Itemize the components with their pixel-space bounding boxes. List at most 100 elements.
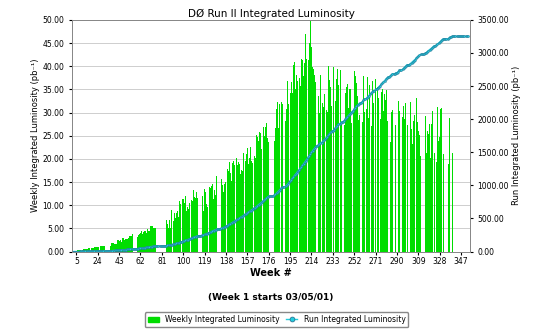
Title: DØ Run II Integrated Luminosity: DØ Run II Integrated Luminosity (187, 9, 354, 19)
Bar (226, 182, 227, 252)
Bar (210, 188, 211, 252)
Bar (398, 101, 399, 252)
Bar (257, 137, 258, 252)
Bar (275, 128, 276, 252)
Bar (177, 211, 178, 252)
Bar (249, 159, 250, 252)
Bar (138, 235, 139, 252)
Bar (208, 187, 210, 252)
Bar (310, 19, 311, 252)
Bar (382, 89, 383, 252)
Bar (137, 237, 138, 252)
Bar (265, 127, 266, 252)
Bar (232, 164, 233, 252)
Bar (192, 201, 193, 252)
Bar (438, 141, 439, 252)
Bar (380, 92, 382, 252)
Bar (306, 59, 307, 252)
Bar (375, 79, 376, 252)
Bar (95, 247, 96, 252)
Bar (432, 111, 434, 252)
Bar (204, 189, 205, 252)
Bar (403, 106, 404, 252)
Bar (84, 249, 85, 252)
Bar (367, 77, 368, 252)
Bar (448, 164, 449, 252)
Bar (348, 108, 349, 252)
Bar (359, 115, 361, 252)
Bar (410, 103, 411, 252)
Bar (304, 64, 305, 252)
Bar (87, 249, 88, 252)
Bar (259, 132, 260, 252)
Bar (336, 78, 337, 252)
Bar (298, 81, 299, 252)
Bar (247, 148, 248, 252)
Bar (440, 109, 441, 252)
Bar (122, 238, 123, 252)
Bar (212, 184, 213, 252)
Bar (293, 65, 294, 252)
Bar (402, 117, 403, 252)
Bar (94, 247, 95, 252)
Bar (415, 98, 416, 252)
Bar (179, 201, 180, 252)
Bar (244, 161, 246, 252)
Bar (241, 170, 242, 252)
Bar (355, 76, 356, 252)
Bar (116, 244, 117, 252)
Bar (191, 200, 192, 252)
Bar (340, 70, 341, 252)
Bar (143, 231, 144, 252)
Bar (303, 76, 304, 252)
Bar (439, 137, 440, 252)
Bar (279, 104, 280, 252)
Bar (395, 125, 397, 252)
Bar (170, 228, 171, 252)
Bar (267, 138, 268, 252)
Bar (373, 103, 374, 252)
Bar (280, 102, 281, 252)
Bar (313, 69, 314, 252)
Bar (85, 249, 86, 252)
Bar (103, 246, 104, 252)
Bar (79, 250, 80, 252)
Bar (120, 240, 121, 252)
Bar (205, 192, 206, 252)
Bar (286, 109, 287, 252)
Bar (319, 113, 320, 252)
Bar (392, 110, 393, 252)
Bar (364, 112, 365, 252)
Bar (142, 233, 143, 252)
Bar (140, 233, 141, 252)
Bar (436, 162, 437, 252)
Bar (88, 248, 89, 252)
Bar (347, 84, 348, 252)
Bar (420, 156, 421, 252)
Bar (187, 208, 188, 252)
Bar (363, 76, 364, 252)
Bar (442, 155, 444, 252)
Bar (416, 122, 418, 252)
Bar (242, 171, 243, 252)
Bar (216, 176, 217, 252)
Bar (414, 115, 415, 252)
Bar (426, 154, 427, 252)
Bar (175, 218, 176, 252)
Bar (92, 248, 93, 252)
Bar (291, 82, 292, 252)
Bar (418, 131, 419, 252)
Bar (302, 60, 303, 252)
Bar (167, 224, 168, 252)
Bar (222, 185, 223, 252)
Bar (250, 147, 251, 252)
Bar (441, 108, 442, 252)
Legend: Weekly Integrated Luminosity, Run Integrated Luminosity: Weekly Integrated Luminosity, Run Integr… (144, 312, 409, 327)
Bar (233, 161, 234, 252)
Bar (97, 247, 98, 252)
Bar (276, 109, 277, 252)
Bar (266, 123, 267, 252)
Bar (121, 242, 122, 252)
Bar (256, 135, 257, 252)
Bar (383, 111, 384, 252)
